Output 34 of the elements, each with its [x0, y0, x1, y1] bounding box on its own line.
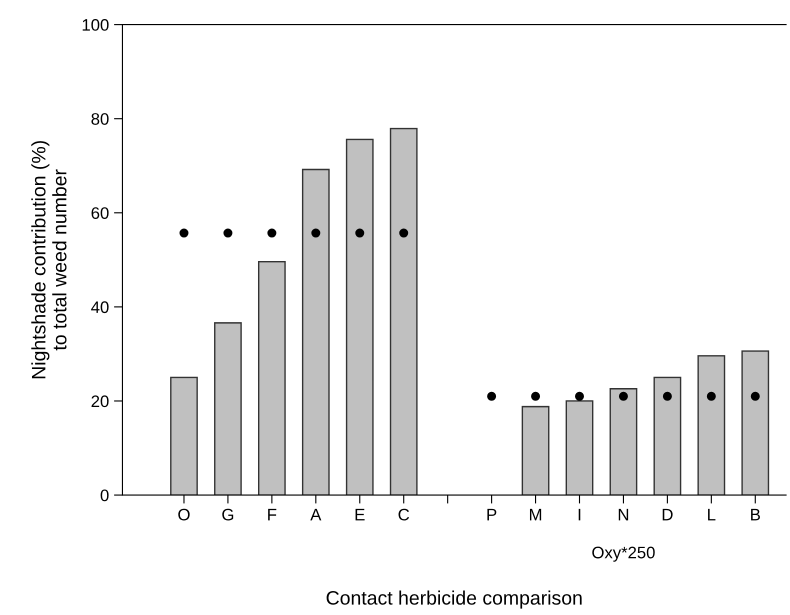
x-axis-title: Contact herbicide comparison	[326, 590, 582, 609]
x-tick-label: N	[618, 508, 628, 520]
bar	[390, 128, 418, 496]
y-tick-label: 20	[92, 395, 109, 408]
bar	[214, 322, 242, 496]
x-tick-label: O	[178, 508, 190, 521]
y-tick-label: 60	[92, 207, 109, 219]
bar	[697, 355, 726, 496]
y-tick-label: 100	[82, 19, 109, 31]
y-tick-label: 40	[91, 301, 109, 314]
x-tick-label: F	[268, 508, 276, 520]
x-tick-label: D	[662, 508, 673, 520]
bar	[522, 406, 550, 496]
bar	[566, 400, 594, 496]
bar	[654, 376, 682, 496]
x-tick-label: M	[530, 508, 542, 520]
bar	[741, 350, 770, 496]
bar	[302, 168, 330, 496]
y-tick-label: 0	[100, 489, 109, 502]
bar	[610, 388, 638, 496]
x-tick-label: L	[708, 508, 716, 520]
y-axis-title: Nightshade contribution (%) to total weed number	[31, 141, 66, 378]
text: Oxy*250	[592, 546, 655, 562]
y-tick-label: 80	[91, 113, 109, 125]
x-tick-label: I	[578, 508, 580, 520]
bar	[346, 138, 374, 496]
bar	[170, 376, 198, 496]
x-tick-label: C	[398, 508, 410, 521]
x-tick-label: G	[222, 508, 234, 521]
x-tick-label: P	[487, 508, 496, 520]
x-tick-label: A	[310, 508, 322, 520]
x-tick-label: B	[751, 508, 760, 520]
x-tick-label: E	[356, 508, 365, 520]
bar	[258, 261, 286, 496]
